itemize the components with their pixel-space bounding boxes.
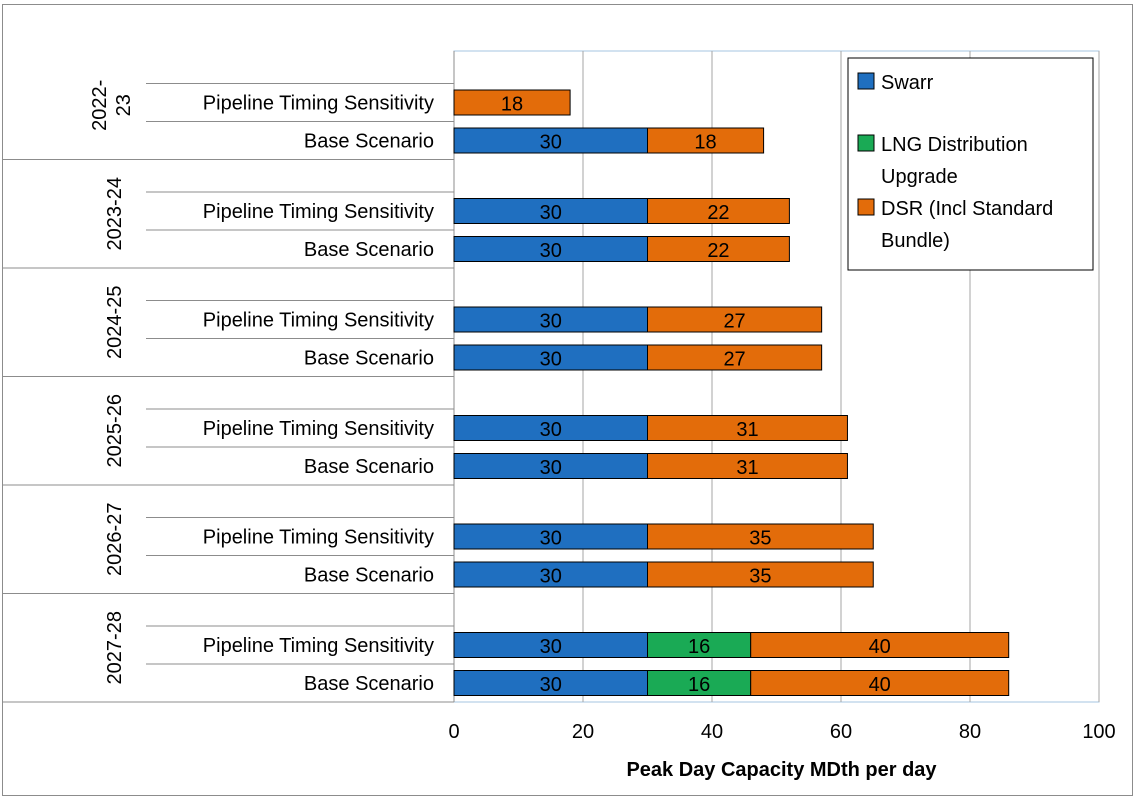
data-label: 30 (540, 349, 562, 371)
bar-segment (647, 344, 823, 371)
data-label: 18 (694, 132, 716, 154)
legend-swatch (857, 198, 875, 216)
bar-segment (453, 89, 571, 116)
legend-box (847, 57, 1094, 271)
data-label: 27 (723, 349, 745, 371)
legend-label: LNG Distribution Upgrade (881, 134, 1028, 188)
data-label: 30 (540, 566, 562, 588)
bar-segment (453, 632, 648, 658)
row-label: Base Scenario (304, 131, 434, 153)
x-tick-label: 60 (830, 721, 852, 743)
bar-segment (647, 523, 874, 550)
data-label: 40 (869, 674, 891, 696)
legend-label: DSR (Incl Standard Bundle) (881, 198, 1053, 252)
x-axis: 0 20 40 60 80 100 (448, 721, 1115, 743)
row-label: Base Scenario (304, 239, 434, 261)
x-tick-label: 80 (959, 721, 981, 743)
data-label: 30 (540, 419, 562, 441)
year-label-part: 2022- (89, 80, 111, 131)
category-axis: 2022- 23 Pipeline Timing Sensitivity Base S… (3, 80, 454, 703)
data-label: 22 (707, 240, 729, 262)
data-label: 18 (501, 94, 523, 116)
data-label: 30 (540, 240, 562, 262)
legend-label: Swarr (881, 72, 934, 94)
data-label: 31 (736, 419, 758, 441)
year-label: 2025-26 (104, 394, 126, 467)
year-label: 2026-27 (104, 503, 126, 576)
row-label: Pipeline Timing Sensitivity (203, 201, 434, 223)
data-label: 35 (749, 528, 771, 550)
stacked-bar-chart: 18 30 18 30 22 30 22 30 27 30 27 30 31 30 31 30 35 30 35 30… (3, 50, 1116, 781)
year-label: 2022- 23 (89, 80, 135, 131)
legend-label-line: DSR (Incl Standard (881, 198, 1053, 220)
row-label: Pipeline Timing Sensitivity (203, 418, 434, 440)
legend-label-line: Upgrade (881, 166, 958, 188)
legend-swatch (857, 72, 875, 90)
bar-segment (453, 344, 648, 371)
bar-segment (453, 561, 648, 588)
bar-segment (647, 236, 790, 262)
legend-label-line: Bundle) (881, 230, 950, 252)
bar-segment (453, 306, 648, 333)
year-label-part: 23 (113, 94, 135, 116)
bar-segment (647, 198, 790, 224)
row-label: Pipeline Timing Sensitivity (203, 635, 434, 657)
row-label: Pipeline Timing Sensitivity (203, 527, 434, 549)
x-tick-label: 0 (448, 721, 459, 743)
bar-segment (453, 198, 648, 224)
bars-group: 18 30 18 30 22 30 22 30 27 30 27 30 31 30 31 30 35 30 35 30… (453, 89, 1010, 696)
data-label: 16 (688, 674, 710, 696)
row-label: Pipeline Timing Sensitivity (203, 310, 434, 332)
legend-swatch (857, 134, 875, 152)
chart-frame: 18 30 18 30 22 30 22 30 27 30 27 30 31 30 31 30 35 30 35 30… (2, 4, 1133, 796)
data-label: 22 (707, 202, 729, 224)
legend-label-line: Swarr (881, 72, 934, 94)
data-label: 30 (540, 528, 562, 550)
row-label: Base Scenario (304, 348, 434, 370)
data-label: 30 (540, 132, 562, 154)
legend-label-line: LNG Distribution (881, 134, 1028, 156)
x-axis-title: Peak Day Capacity MDth per day (626, 759, 937, 781)
bar-segment (647, 670, 752, 696)
bar-segment (453, 523, 648, 550)
bar-segment (750, 632, 1010, 658)
data-label: 35 (749, 566, 771, 588)
bar-segment (453, 127, 648, 154)
data-label: 31 (736, 457, 758, 479)
bar-segment (750, 670, 1010, 696)
data-label: 16 (688, 636, 710, 658)
data-label: 30 (540, 457, 562, 479)
legend: Swarr LNG Distribution Upgrade DSR (Incl St… (847, 57, 1094, 271)
year-label: 2023-24 (104, 177, 126, 250)
row-label: Base Scenario (304, 565, 434, 587)
data-label: 40 (869, 636, 891, 658)
data-label: 30 (540, 636, 562, 658)
x-tick-label: 100 (1082, 721, 1115, 743)
row-label: Base Scenario (304, 456, 434, 478)
row-label: Pipeline Timing Sensitivity (203, 93, 434, 115)
bar-segment (453, 236, 648, 262)
x-tick-label: 20 (572, 721, 594, 743)
data-label: 30 (540, 202, 562, 224)
bar-segment (453, 415, 648, 441)
bar-segment (647, 561, 874, 588)
x-tick-label: 40 (701, 721, 723, 743)
year-label: 2024-25 (104, 286, 126, 359)
data-label: 30 (540, 674, 562, 696)
bar-segment (647, 415, 848, 441)
data-label: 27 (723, 311, 745, 333)
bar-segment (647, 127, 765, 154)
data-label: 30 (540, 311, 562, 333)
bar-segment (647, 453, 848, 479)
bar-segment (647, 306, 823, 333)
year-label: 2027-28 (104, 611, 126, 684)
bar-segment (453, 670, 648, 696)
row-label: Base Scenario (304, 673, 434, 695)
